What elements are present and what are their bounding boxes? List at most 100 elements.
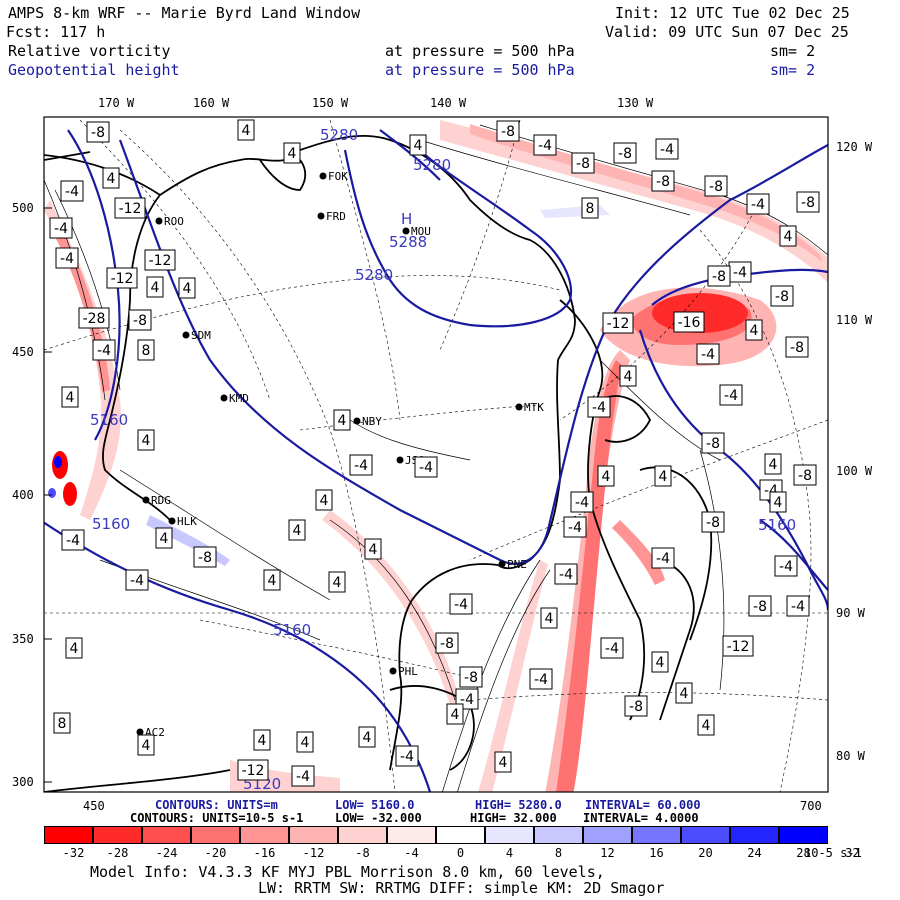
- vorticity-value-label: 8: [53, 712, 71, 734]
- vorticity-value-label: -8: [704, 175, 728, 197]
- vorticity-value-label: -8: [796, 191, 820, 213]
- height-contour-interval: INTERVAL= 60.000: [585, 798, 701, 812]
- vorticity-value-label: -4: [125, 569, 149, 591]
- svg-text:4: 4: [293, 523, 302, 539]
- vorticity-value-label: -12: [602, 312, 634, 334]
- station-label: PHL: [398, 665, 418, 678]
- station-label: RDG: [151, 494, 171, 507]
- svg-text:4: 4: [333, 575, 342, 591]
- svg-text:-8: -8: [712, 269, 726, 285]
- height-contour-high: HIGH= 5280.0: [475, 798, 562, 812]
- vorticity-value-label: -8: [651, 170, 675, 192]
- forecast-hour: Fcst: 117 h: [6, 23, 106, 41]
- vorticity-value-label: -28: [78, 307, 110, 329]
- y-tick-label: 400: [12, 488, 34, 502]
- vort-contour-label: CONTOURS: UNITS=10-5 s-1: [130, 811, 304, 825]
- svg-text:-4: -4: [454, 597, 468, 613]
- vorticity-value-label: 4: [283, 142, 301, 164]
- vorticity-value-label: 4: [675, 682, 693, 704]
- svg-text:-8: -8: [753, 599, 767, 615]
- station-label: FOK: [328, 170, 348, 183]
- svg-text:4: 4: [702, 718, 711, 734]
- station-marker: [515, 403, 523, 411]
- colorbar-bin: [681, 826, 730, 844]
- vorticity-value-label: -12: [237, 759, 269, 781]
- svg-text:-4: -4: [130, 573, 144, 589]
- svg-text:-4: -4: [701, 347, 715, 363]
- svg-text:-4: -4: [592, 400, 606, 416]
- svg-text:-4: -4: [779, 559, 793, 575]
- vorticity-value-label: 4: [651, 651, 669, 673]
- vorticity-value-label: -4: [746, 193, 770, 215]
- vorticity-value-label: -8: [624, 695, 648, 717]
- colorbar-bin: [289, 826, 338, 844]
- height-label: 5160: [92, 515, 130, 533]
- svg-text:-8: -8: [798, 468, 812, 484]
- svg-text:4: 4: [242, 123, 251, 139]
- svg-text:4: 4: [414, 138, 423, 154]
- colorbar-bin: [485, 826, 534, 844]
- vorticity-value-label: -4: [719, 384, 743, 406]
- svg-text:-8: -8: [775, 289, 789, 305]
- vorticity-value-label: -12: [144, 249, 176, 271]
- vorticity-value-label: -8: [571, 152, 595, 174]
- vorticity-value-label: 4: [155, 527, 173, 549]
- colorbar-tick-label: 8: [554, 846, 563, 860]
- geopotential-height-contours: [44, 129, 828, 792]
- vorticity-value-label: 4: [328, 571, 346, 593]
- vorticity-value-label: -4: [554, 563, 578, 585]
- svg-text:-8: -8: [464, 670, 478, 686]
- svg-text:-4: -4: [568, 520, 582, 536]
- svg-text:-8: -8: [133, 313, 147, 329]
- vorticity-value-label: 4: [61, 386, 79, 408]
- lon-label-right: 100 W: [836, 464, 873, 478]
- vorticity-value-label: 4: [358, 726, 376, 748]
- height-label: 5160: [758, 516, 796, 534]
- svg-text:-4: -4: [656, 551, 670, 567]
- svg-text:-4: -4: [65, 184, 79, 200]
- svg-text:4: 4: [70, 641, 79, 657]
- colorbar-bin: [93, 826, 142, 844]
- svg-text:-8: -8: [706, 436, 720, 452]
- vorticity-value-label: -4: [587, 396, 611, 418]
- station-marker: [182, 331, 190, 339]
- vorticity-value-label: -4: [55, 247, 79, 269]
- svg-text:-12: -12: [242, 763, 265, 779]
- svg-text:4: 4: [750, 323, 759, 339]
- colorbar-bin: [632, 826, 681, 844]
- colorbar-bin: [191, 826, 240, 844]
- svg-text:-8: -8: [790, 340, 804, 356]
- vorticity-value-label: 4: [697, 714, 715, 736]
- colorbar-bin: [534, 826, 583, 844]
- vorticity-value-label: 4: [745, 319, 763, 341]
- vorticity-value-label: -8: [701, 511, 725, 533]
- vorticity-value-label: 4: [446, 703, 464, 725]
- physics-info: LW: RRTM SW: RRTMG DIFF: simple KM: 2D S…: [258, 879, 665, 897]
- vorticity-value-label: -4: [774, 555, 798, 577]
- colorbar-tick-label: -28: [106, 846, 129, 860]
- colorbar-bin: [436, 826, 485, 844]
- svg-text:-4: -4: [60, 251, 74, 267]
- svg-text:-8: -8: [629, 699, 643, 715]
- vorticity-value-label: 4: [102, 167, 120, 189]
- vorticity-value-label: -4: [49, 217, 73, 239]
- colorbar-bin: [240, 826, 289, 844]
- vorticity-value-label: -8: [193, 546, 217, 568]
- vorticity-value-label: 4: [146, 276, 164, 298]
- valid-time: Valid: 09 UTC Sun 07 Dec 25: [605, 23, 849, 41]
- vorticity-value-label: -4: [449, 593, 473, 615]
- svg-text:-4: -4: [419, 460, 433, 476]
- svg-text:4: 4: [680, 686, 689, 702]
- lon-label-right: 110 W: [836, 313, 873, 327]
- vorticity-value-label: -12: [106, 267, 138, 289]
- svg-text:4: 4: [451, 707, 460, 723]
- vorticity-value-label: 4: [619, 365, 637, 387]
- svg-text:4: 4: [151, 280, 160, 296]
- y-tick-label: 300: [12, 775, 34, 789]
- colorbar-tick-label: 24: [747, 846, 762, 860]
- field2-level: at pressure = 500 hPa: [385, 61, 575, 79]
- svg-text:4: 4: [369, 542, 378, 558]
- vorticity-value-label: 4: [253, 729, 271, 751]
- vorticity-value-label: -4: [655, 138, 679, 160]
